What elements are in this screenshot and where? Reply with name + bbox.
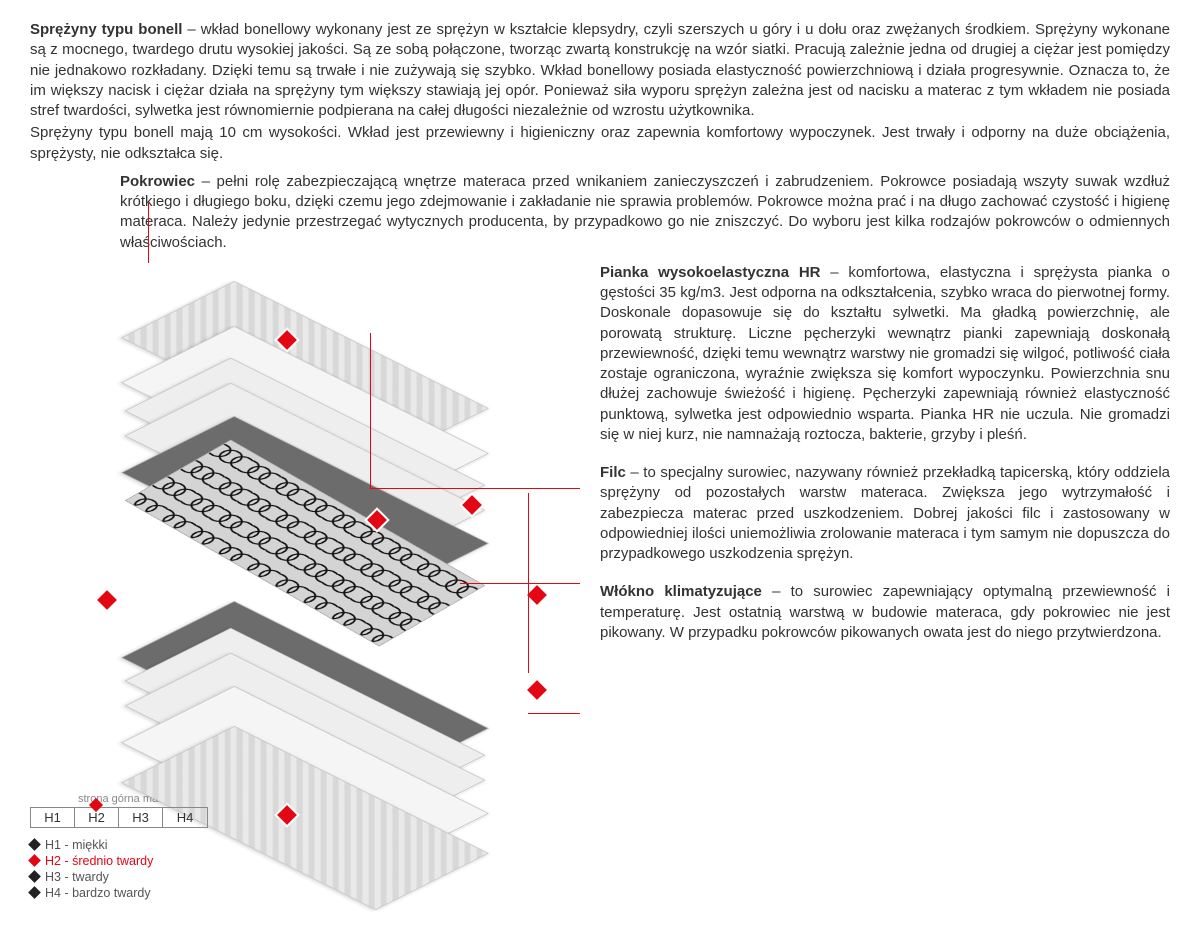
legend-item-label: H4 - bardzo twardy: [45, 886, 151, 900]
sprezyny-body2: Sprężyny typu bonell mają 10 cm wysokośc…: [30, 123, 1170, 164]
legend-item: H2 - średnio twardy: [30, 854, 1170, 868]
pianka-body: – komfortowa, elastyczna i sprężysta pia…: [600, 264, 1170, 443]
legend-item-label: H1 - miękki: [45, 838, 108, 852]
leader-wlokno: [528, 713, 580, 714]
scale-h3: H3: [119, 808, 163, 827]
sprezyny-title: Sprężyny typu bonell: [30, 21, 182, 38]
leader-pianka: [370, 488, 580, 489]
leader-filc: [460, 583, 580, 584]
callout-filc: Filc – to specjalny surowiec, nazywany r…: [600, 463, 1170, 564]
pokrowiec-title: Pokrowiec: [120, 173, 195, 190]
m-sprezyny: [97, 590, 117, 610]
callout-pianka: Pianka wysokoelastyczna HR – komfortowa,…: [600, 263, 1170, 445]
scale-h1: H1: [31, 808, 75, 827]
diamond-icon: [28, 854, 41, 867]
legend-item: H4 - bardzo twardy: [30, 886, 1170, 900]
legend-item: H3 - twardy: [30, 870, 1170, 884]
m-filc-bot: [527, 680, 547, 700]
section-pokrowiec: Pokrowiec – pełni rolę zabezpieczającą w…: [30, 172, 1170, 253]
pokrowiec-body: – pełni rolę zabezpieczającą wnętrze mat…: [120, 173, 1170, 251]
pianka-title: Pianka wysokoelastyczna HR: [600, 264, 821, 281]
legend-item-label: H3 - twardy: [45, 870, 109, 884]
leader-pokrowiec-v: [148, 203, 149, 263]
callout-wlokno: Włókno klimatyzujące – to surowiec zapew…: [600, 582, 1170, 643]
legend-item-label: H2 - średnio twardy: [45, 854, 153, 868]
diamond-icon: [28, 838, 41, 851]
mattress-diagram: [30, 263, 580, 783]
section-sprezyny: Sprężyny typu bonell – wkład bonellowy w…: [30, 20, 1170, 164]
leader-pianka-v: [370, 333, 371, 488]
hardness-legend: strona górna materaca H1H2H3H4 H1 - mięk…: [30, 793, 1170, 900]
m-wlokno-top: [527, 585, 547, 605]
wlokno-title: Włókno klimatyzujące: [600, 583, 762, 600]
scale-h4: H4: [163, 808, 207, 827]
filc-body: – to specjalny surowiec, nazywany równie…: [600, 464, 1170, 562]
hardness-scale: H1H2H3H4: [30, 807, 208, 828]
callouts-column: Pianka wysokoelastyczna HR – komfortowa,…: [600, 263, 1170, 783]
leader-filc-v: [528, 493, 529, 673]
diamond-icon: [28, 870, 41, 883]
legend-item: H1 - miękki: [30, 838, 1170, 852]
filc-title: Filc: [600, 464, 626, 481]
diamond-icon: [28, 886, 41, 899]
sprezyny-body: – wkład bonellowy wykonany jest ze spręż…: [30, 21, 1170, 119]
